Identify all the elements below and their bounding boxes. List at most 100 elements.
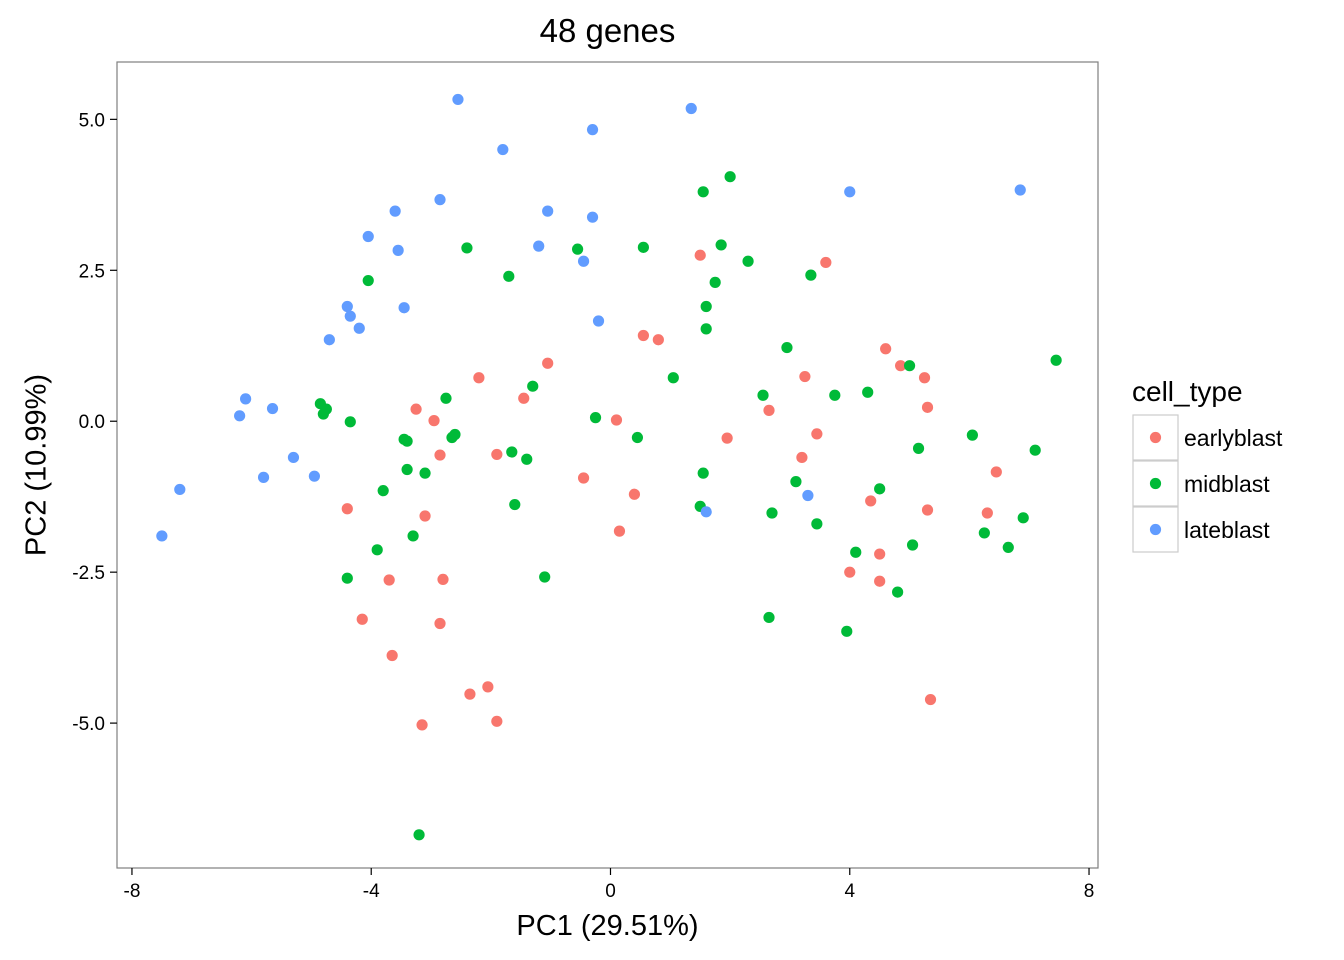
point-midblast-41 [874, 483, 886, 495]
y-tick-label: 5.0 [79, 110, 105, 131]
point-earlyblast-42 [924, 693, 937, 706]
point-lateblast-21 [266, 402, 279, 415]
point-midblast-26 [344, 416, 356, 428]
point-midblast-0 [724, 171, 736, 183]
point-earlyblast-28 [921, 504, 934, 516]
point-midblast-57 [763, 611, 775, 624]
point-midblast-18 [862, 386, 874, 398]
points-layer [156, 93, 1062, 841]
point-earlyblast-38 [464, 688, 476, 700]
point-earlyblast-31 [844, 566, 856, 578]
point-midblast-17 [527, 380, 539, 392]
point-earlyblast-36 [434, 617, 446, 630]
x-tick-label: -8 [124, 881, 141, 902]
point-lateblast-7 [389, 205, 401, 217]
point-midblast-40 [790, 476, 802, 488]
point-midblast-30 [446, 431, 458, 444]
point-earlyblast-10 [518, 392, 530, 404]
x-axis-title: PC1 (29.51%) [516, 910, 699, 942]
x-tick-label: 0 [605, 881, 616, 902]
point-midblast-7 [503, 270, 515, 282]
point-earlyblast-20 [796, 451, 808, 464]
point-earlyblast-37 [386, 649, 398, 662]
legend-label-earlyblast: earlyblast [1184, 425, 1283, 451]
legend-marker-midblast [1149, 477, 1162, 490]
point-lateblast-22 [234, 410, 246, 422]
point-midblast-55 [539, 571, 551, 583]
y-tick-label: 2.5 [79, 261, 105, 282]
point-midblast-2 [461, 242, 473, 254]
point-earlyblast-4 [880, 343, 892, 355]
point-midblast-9 [709, 276, 721, 288]
point-midblast-16 [667, 372, 679, 384]
y-tick-label: -2.5 [72, 563, 105, 584]
point-earlyblast-6 [918, 372, 931, 384]
point-midblast-49 [407, 530, 419, 542]
point-lateblast-29 [802, 489, 814, 502]
point-midblast-13 [781, 341, 793, 354]
point-earlyblast-35 [356, 613, 368, 625]
point-lateblast-26 [174, 483, 186, 496]
point-lateblast-14 [398, 302, 410, 314]
point-lateblast-18 [592, 315, 605, 327]
point-earlyblast-32 [874, 575, 886, 587]
y-tick-label: -5.0 [72, 714, 105, 735]
point-earlyblast-11 [410, 403, 422, 415]
point-midblast-3 [571, 243, 584, 255]
point-midblast-53 [850, 546, 862, 558]
point-midblast-28 [631, 431, 644, 444]
point-midblast-50 [906, 539, 919, 551]
point-earlyblast-24 [865, 495, 877, 507]
point-earlyblast-16 [811, 428, 823, 440]
point-midblast-1 [697, 186, 709, 198]
point-earlyblast-17 [721, 432, 733, 444]
point-midblast-46 [1017, 512, 1029, 524]
x-tick-label: 4 [844, 881, 855, 902]
point-earlyblast-33 [383, 574, 395, 586]
point-midblast-58 [841, 625, 853, 637]
point-earlyblast-3 [652, 334, 664, 346]
point-earlyblast-19 [434, 449, 446, 461]
legend-label-midblast: midblast [1184, 471, 1270, 497]
y-axis-title: PC2 (10.99%) [20, 373, 53, 557]
point-midblast-25 [589, 412, 602, 424]
point-lateblast-9 [586, 211, 599, 223]
legend-marker-earlyblast [1149, 431, 1162, 444]
point-midblast-27 [966, 429, 978, 441]
point-lateblast-15 [341, 300, 353, 313]
point-lateblast-2 [586, 124, 599, 136]
point-midblast-10 [362, 274, 374, 287]
point-midblast-32 [401, 435, 413, 447]
point-midblast-51 [1002, 541, 1014, 554]
point-earlyblast-34 [437, 573, 449, 586]
point-midblast-54 [341, 572, 353, 584]
point-earlyblast-25 [341, 503, 353, 515]
point-midblast-11 [700, 300, 712, 313]
point-earlyblast-7 [473, 372, 485, 384]
point-midblast-39 [697, 467, 709, 479]
x-axis: -8 -4 0 4 8 [124, 868, 1095, 902]
x-tick-label: -4 [363, 881, 380, 902]
point-midblast-42 [377, 485, 389, 497]
point-lateblast-20 [240, 393, 252, 405]
point-midblast-48 [978, 527, 990, 539]
point-earlyblast-15 [763, 404, 775, 416]
point-lateblast-10 [362, 230, 374, 243]
point-earlyblast-40 [491, 715, 503, 727]
point-midblast-24 [317, 408, 329, 420]
point-midblast-8 [805, 269, 817, 281]
point-lateblast-23 [287, 451, 300, 464]
point-midblast-52 [371, 544, 383, 556]
point-earlyblast-12 [428, 415, 440, 427]
point-lateblast-1 [685, 102, 697, 115]
point-midblast-6 [742, 255, 754, 267]
point-earlyblast-14 [921, 401, 934, 413]
point-lateblast-27 [156, 530, 168, 542]
chart-title: 48 genes [539, 12, 676, 49]
x-tick-label: 8 [1084, 881, 1095, 902]
point-lateblast-3 [497, 143, 509, 156]
point-earlyblast-26 [419, 510, 431, 522]
y-tick-label: 0.0 [79, 412, 105, 433]
point-lateblast-25 [308, 470, 320, 482]
point-midblast-20 [829, 389, 841, 401]
